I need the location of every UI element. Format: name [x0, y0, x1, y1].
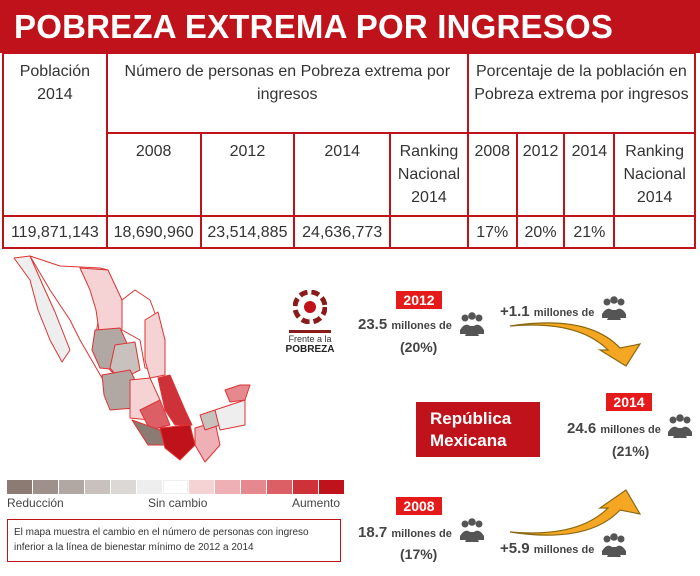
arrow-down-icon — [509, 322, 642, 367]
pct-2012: (20%) — [400, 339, 438, 355]
cell-num-2012: 23,514,885 — [199, 215, 296, 249]
cell-num-ranking — [389, 215, 469, 249]
page-title: POBREZA EXTREMA POR INGRESOS — [0, 0, 700, 53]
legend-swatch — [163, 480, 188, 494]
unit-2014: millones de — [600, 424, 661, 436]
legend-swatch — [293, 480, 318, 494]
value-2014: 24.6 — [567, 420, 597, 437]
header-porcentaje: Porcentaje de la población en Pobreza ex… — [466, 52, 697, 134]
legend-swatch — [7, 480, 32, 494]
badge-2008: 2008 — [396, 497, 442, 515]
people-icon — [602, 533, 626, 557]
legend-sin-cambio: Sin cambio — [148, 496, 208, 510]
pct-2014: (21%) — [612, 443, 650, 459]
legend-reduccion: Reducción — [7, 496, 64, 510]
subheader-pct-2008: 2008 — [466, 132, 518, 217]
badge-2014: 2014 — [606, 393, 652, 411]
legend-swatch — [59, 480, 84, 494]
change-08-14-value: +5.9 — [500, 540, 530, 557]
logo-swirl-icon — [292, 289, 328, 325]
poverty-table: Población 2014 Número de personas en Pob… — [2, 52, 697, 249]
color-legend — [7, 480, 345, 494]
mexico-map — [13, 255, 251, 463]
logo-line2: POBREZA — [285, 344, 335, 355]
subheader-num-2014: 2014 — [293, 132, 392, 217]
legend-swatch — [241, 480, 266, 494]
cell-poblacion: 119,871,143 — [2, 215, 108, 249]
header-poblacion: Población 2014 — [2, 52, 108, 217]
legend-swatch — [319, 480, 344, 494]
change-12-14-value: +1.1 — [500, 303, 530, 320]
legend-aumento: Aumento — [292, 496, 341, 510]
subheader-pct-2012: 2012 — [515, 132, 566, 217]
republica-mexicana-label: República Mexicana — [416, 402, 540, 457]
people-icon — [460, 312, 484, 336]
legend-swatch — [215, 480, 240, 494]
legend-swatch — [137, 480, 162, 494]
subheader-num-2008: 2008 — [105, 132, 202, 217]
subheader-pct-ranking: Ranking Nacional 2014 — [613, 132, 696, 217]
table-row: 119,871,143 18,690,960 23,514,885 24,636… — [2, 215, 696, 249]
cell-pct-2012: 20% — [515, 215, 566, 249]
legend-swatch — [85, 480, 110, 494]
cell-pct-2008: 17% — [466, 215, 518, 249]
legend-swatch — [189, 480, 214, 494]
value-2012: 23.5 — [358, 316, 388, 333]
subheader-num-ranking: Ranking Nacional 2014 — [389, 132, 469, 217]
legend-swatch — [111, 480, 136, 494]
subheader-pct-2014: 2014 — [563, 132, 616, 217]
legend-swatch — [267, 480, 292, 494]
change-08-14-unit: millones de — [533, 544, 595, 556]
logo-line1: Frente a la — [288, 334, 332, 344]
pct-2008: (17%) — [400, 546, 438, 562]
cell-pct-2014: 21% — [563, 215, 616, 249]
header-numero: Número de personas en Pobreza extrema po… — [105, 52, 469, 134]
arrow-up-icon — [509, 489, 642, 536]
frente-a-la-pobreza-logo: Frente a la POBREZA — [283, 289, 337, 355]
cell-num-2008: 18,690,960 — [105, 215, 202, 249]
legend-swatch — [33, 480, 58, 494]
badge-2012: 2012 — [396, 291, 442, 309]
unit-2012: millones de — [391, 320, 452, 332]
people-icon — [460, 518, 484, 542]
people-icon — [668, 414, 692, 438]
value-2008: 18.7 — [358, 524, 388, 541]
map-note: El mapa muestra el cambio en el número d… — [7, 519, 341, 562]
cell-num-2014: 24,636,773 — [293, 215, 392, 249]
cell-pct-ranking — [613, 215, 696, 249]
unit-2008: millones de — [391, 528, 452, 540]
subheader-num-2012: 2012 — [199, 132, 296, 217]
people-icon — [602, 296, 626, 320]
change-12-14-unit: millones de — [533, 307, 595, 319]
